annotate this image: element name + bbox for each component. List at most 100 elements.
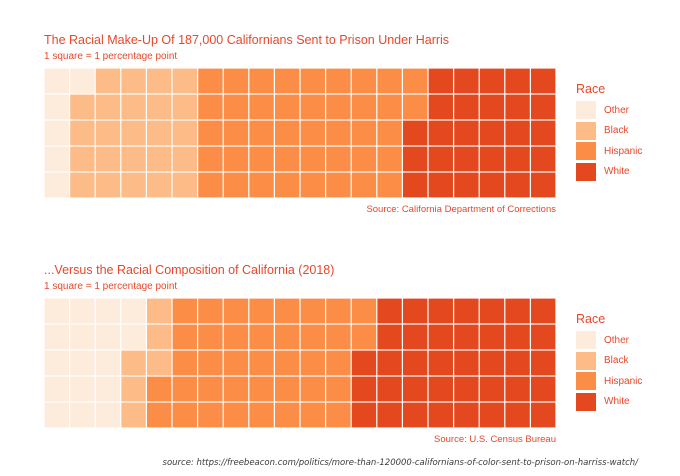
waffle-square-white	[505, 376, 530, 402]
waffle-square-white	[531, 402, 556, 428]
legend-item-hispanic: Hispanic	[576, 371, 676, 392]
waffle-square-black	[95, 94, 121, 120]
waffle-square-other	[44, 94, 69, 120]
waffle-square-white	[479, 324, 505, 350]
waffle-square-white	[454, 402, 479, 428]
waffle-square-hispanic	[249, 376, 274, 402]
waffle-square-other	[44, 298, 69, 324]
waffle-square-black	[121, 402, 146, 428]
waffle-square-black	[172, 146, 197, 172]
waffle-square-white	[454, 94, 479, 120]
waffle-square-white	[428, 146, 453, 172]
waffle-square-hispanic	[275, 146, 300, 172]
waffle-square-white	[454, 376, 479, 402]
waffle-square-hispanic	[249, 298, 274, 324]
waffle-chart-panel-california: ...Versus the Racial Composition of Cali…	[0, 230, 680, 452]
waffle-square-hispanic	[223, 324, 249, 350]
waffle-square-white	[428, 402, 453, 428]
legend-items: Other Black Hispanic White	[576, 330, 676, 412]
legend: Race Other Black Hispanic White	[576, 312, 676, 412]
waffle-square-black	[147, 298, 172, 324]
waffle-square-hispanic	[198, 94, 223, 120]
waffle-square-hispanic	[351, 68, 377, 94]
waffle-square-hispanic	[172, 298, 197, 324]
waffle-square-white	[377, 298, 402, 324]
waffle-square-white	[505, 120, 530, 146]
waffle-square-white	[479, 120, 505, 146]
waffle-square-black	[147, 172, 172, 198]
waffle-square-other	[44, 376, 69, 402]
legend-title: Race	[576, 312, 606, 326]
waffle-square-black	[172, 68, 197, 94]
waffle-square-black	[121, 172, 146, 198]
waffle-square-hispanic	[326, 94, 351, 120]
waffle-square-black	[121, 68, 146, 94]
chart-caption: Source: California Department of Correct…	[366, 204, 556, 215]
waffle-square-hispanic	[326, 298, 351, 324]
waffle-square-black	[95, 68, 121, 94]
waffle-square-hispanic	[223, 146, 249, 172]
waffle-square-hispanic	[403, 68, 428, 94]
waffle-square-hispanic	[198, 172, 223, 198]
waffle-square-other	[44, 172, 69, 198]
waffle-square-hispanic	[249, 94, 274, 120]
legend-swatch	[576, 121, 596, 140]
legend-item-white: White	[576, 392, 676, 413]
waffle-square-white	[505, 94, 530, 120]
waffle-square-other	[70, 298, 95, 324]
waffle-square-hispanic	[351, 298, 377, 324]
waffle-square-hispanic	[377, 172, 402, 198]
waffle-square-hispanic	[198, 120, 223, 146]
waffle-square-hispanic	[275, 172, 300, 198]
waffle-square-hispanic	[326, 324, 351, 350]
legend-item-hispanic: Hispanic	[576, 141, 676, 162]
waffle-square-white	[531, 298, 556, 324]
legend: Race Other Black Hispanic White	[576, 82, 676, 182]
waffle-square-hispanic	[198, 402, 223, 428]
waffle-square-black	[121, 120, 146, 146]
waffle-square-hispanic	[326, 68, 351, 94]
waffle-square-white	[428, 376, 453, 402]
waffle-square-white	[351, 350, 377, 376]
waffle-square-white	[428, 298, 453, 324]
waffle-square-hispanic	[275, 350, 300, 376]
waffle-chart-panel-prison: The Racial Make-Up Of 187,000 California…	[0, 0, 680, 230]
legend-swatch	[576, 162, 596, 181]
waffle-square-hispanic	[377, 94, 402, 120]
legend-swatch	[576, 101, 596, 120]
waffle-square-hispanic	[300, 298, 325, 324]
chart-title: The Racial Make-Up Of 187,000 California…	[44, 33, 450, 47]
waffle-square-white	[428, 324, 453, 350]
legend-item-black: Black	[576, 351, 676, 372]
waffle-square-hispanic	[147, 402, 172, 428]
waffle-square-white	[505, 298, 530, 324]
waffle-square-hispanic	[377, 146, 402, 172]
waffle-square-hispanic	[198, 376, 223, 402]
waffle-square-white	[428, 120, 453, 146]
waffle-square-white	[505, 146, 530, 172]
waffle-square-hispanic	[223, 94, 249, 120]
waffle-square-other	[95, 298, 121, 324]
waffle-square-other	[95, 402, 121, 428]
waffle-square-white	[403, 376, 428, 402]
waffle-square-other	[95, 324, 121, 350]
legend-title: Race	[576, 82, 606, 96]
waffle-square-white	[403, 146, 428, 172]
waffle-square-hispanic	[198, 298, 223, 324]
waffle-square-white	[505, 172, 530, 198]
waffle-square-hispanic	[198, 324, 223, 350]
waffle-square-hispanic	[223, 376, 249, 402]
legend-swatch	[576, 142, 596, 161]
waffle-square-hispanic	[172, 376, 197, 402]
waffle-square-white	[531, 68, 556, 94]
waffle-square-white	[403, 324, 428, 350]
waffle-square-white	[505, 350, 530, 376]
waffle-square-white	[531, 376, 556, 402]
waffle-square-white	[454, 324, 479, 350]
waffle-square-white	[351, 376, 377, 402]
waffle-square-hispanic	[249, 146, 274, 172]
waffle-square-hispanic	[300, 324, 325, 350]
waffle-square-white	[454, 120, 479, 146]
waffle-square-white	[403, 350, 428, 376]
legend-swatch	[576, 331, 596, 350]
